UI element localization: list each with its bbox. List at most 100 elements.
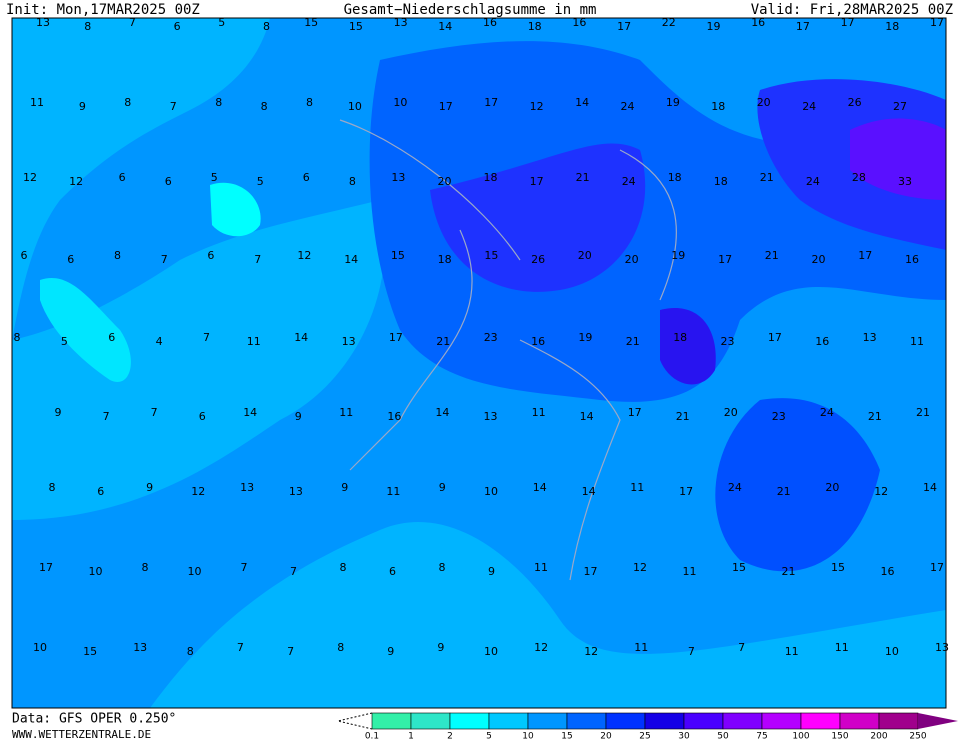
grid-value: 9 — [79, 100, 86, 113]
grid-value: 18 — [484, 171, 498, 184]
grid-value: 9 — [295, 410, 302, 423]
grid-value: 9 — [488, 565, 495, 578]
grid-value: 13 — [240, 481, 254, 494]
site-url: WWW.WETTERZENTRALE.DE — [12, 728, 151, 741]
grid-value: 5 — [257, 175, 264, 188]
grid-value: 10 — [89, 565, 103, 578]
grid-value: 15 — [484, 249, 498, 262]
grid-value: 6 — [174, 20, 181, 33]
grid-value: 13 — [863, 331, 877, 344]
grid-value: 8 — [14, 331, 21, 344]
grid-value: 8 — [114, 249, 121, 262]
legend-label: 50 — [717, 732, 729, 742]
grid-value: 21 — [868, 410, 882, 423]
grid-value: 7 — [290, 565, 297, 578]
grid-value: 19 — [707, 20, 721, 33]
grid-value: 19 — [671, 249, 685, 262]
grid-value: 19 — [578, 331, 592, 344]
grid-value: 11 — [910, 335, 924, 348]
grid-value: 12 — [69, 175, 83, 188]
precip-field — [12, 200, 386, 520]
grid-value: 17 — [439, 100, 453, 113]
grid-value: 18 — [711, 100, 725, 113]
grid-value: 26 — [531, 253, 545, 266]
grid-value: 17 — [796, 20, 810, 33]
grid-value: 6 — [108, 331, 115, 344]
grid-value: 8 — [49, 481, 56, 494]
grid-value: 18 — [668, 171, 682, 184]
grid-value: 23 — [721, 335, 735, 348]
precip-field — [210, 182, 261, 237]
grid-value: 7 — [254, 253, 261, 266]
grid-value: 10 — [484, 645, 498, 658]
grid-value: 18 — [528, 20, 542, 33]
grid-value: 10 — [484, 485, 498, 498]
grid-value: 21 — [436, 335, 450, 348]
grid-value: 22 — [662, 16, 676, 29]
grid-value: 14 — [533, 481, 547, 494]
grid-value: 12 — [584, 645, 598, 658]
grid-value: 20 — [825, 481, 839, 494]
grid-value: 7 — [129, 16, 136, 29]
legend-swatch — [566, 712, 607, 730]
grid-value: 12 — [191, 485, 205, 498]
grid-value: 11 — [339, 406, 353, 419]
grid-value: 8 — [142, 561, 149, 574]
value-grid: 13 8 7 6 5 8 15 15 13 14 16 18 16 17 22 19 16 17 17 18 17 11 9… — [14, 16, 950, 658]
grid-value: 11 — [534, 561, 548, 574]
grid-value: 15 — [831, 561, 845, 574]
legend-swatch — [527, 712, 568, 730]
data-source: Data: GFS OPER 0.250° — [12, 712, 176, 727]
legend-label: 200 — [870, 732, 887, 742]
grid-value: 10 — [348, 100, 362, 113]
precip-field — [850, 118, 946, 200]
grid-value: 17 — [617, 20, 631, 33]
grid-value: 24 — [802, 100, 816, 113]
grid-value: 24 — [621, 100, 635, 113]
grid-value: 7 — [241, 561, 248, 574]
grid-value: 12 — [534, 641, 548, 654]
legend-swatch — [761, 712, 802, 730]
grid-value: 13 — [484, 410, 498, 423]
grid-value: 28 — [852, 171, 866, 184]
grid-value: 21 — [626, 335, 640, 348]
grid-value: 11 — [386, 485, 400, 498]
grid-value: 14 — [580, 410, 594, 423]
grid-value: 21 — [765, 249, 779, 262]
grid-value: 16 — [751, 16, 765, 29]
legend-label: 30 — [678, 732, 690, 742]
grid-value: 10 — [33, 641, 47, 654]
grid-value: 18 — [438, 253, 452, 266]
grid-value: 5 — [61, 335, 68, 348]
grid-value: 20 — [578, 249, 592, 262]
grid-value: 13 — [394, 16, 408, 29]
grid-value: 11 — [630, 481, 644, 494]
grid-value: 7 — [203, 331, 210, 344]
legend-label: 25 — [639, 732, 650, 742]
grid-value: 6 — [119, 171, 126, 184]
grid-value: 13 — [935, 641, 949, 654]
legend-swatch — [683, 712, 724, 730]
grid-value: 9 — [146, 481, 153, 494]
grid-value: 17 — [768, 331, 782, 344]
legend-swatch — [410, 712, 451, 730]
legend-label: 10 — [522, 732, 534, 742]
grid-value: 12 — [23, 171, 37, 184]
grid-value: 19 — [666, 96, 680, 109]
grid-value: 6 — [303, 171, 310, 184]
grid-value: 14 — [243, 406, 257, 419]
grid-value: 17 — [858, 249, 872, 262]
grid-value: 12 — [633, 561, 647, 574]
grid-value: 9 — [439, 481, 446, 494]
grid-value: 20 — [724, 406, 738, 419]
grid-value: 17 — [39, 561, 53, 574]
grid-value: 14 — [435, 406, 449, 419]
grid-value: 8 — [124, 96, 131, 109]
grid-value: 16 — [387, 410, 401, 423]
grid-value: 21 — [576, 171, 590, 184]
grid-value: 20 — [438, 175, 452, 188]
grid-value: 17 — [584, 565, 598, 578]
precip-field — [150, 522, 946, 708]
legend-label: 15 — [561, 732, 572, 742]
legend-label: 2 — [447, 732, 453, 742]
